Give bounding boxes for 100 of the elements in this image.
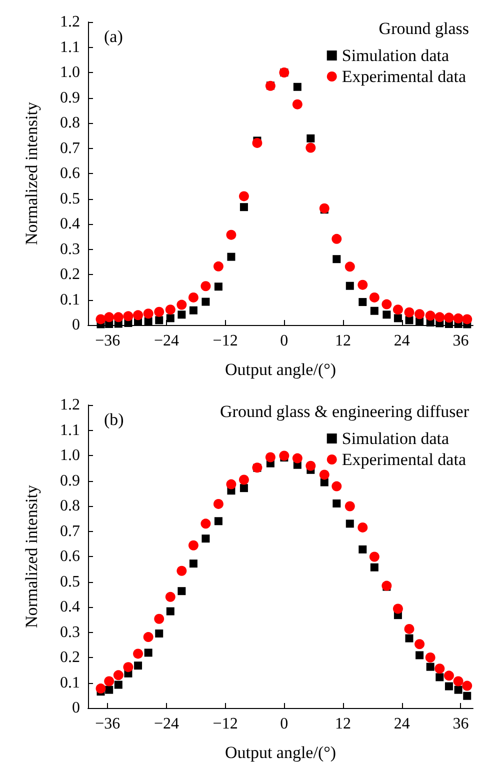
point — [404, 624, 414, 634]
point — [426, 662, 434, 671]
point — [155, 316, 164, 324]
y-axis-title: Normalized intensity — [22, 101, 41, 246]
point — [319, 470, 330, 480]
point — [166, 607, 174, 616]
point — [320, 478, 328, 486]
point — [392, 604, 403, 614]
point — [113, 670, 124, 680]
point — [332, 481, 342, 492]
y-tick-label: 1.2 — [60, 396, 80, 414]
point — [358, 522, 368, 532]
point — [200, 518, 211, 529]
point — [369, 292, 380, 302]
point — [332, 255, 341, 264]
point — [425, 652, 436, 662]
y-tick-label: 0.5 — [60, 190, 80, 208]
point — [344, 501, 355, 512]
y-tick-label: 0.4 — [60, 598, 80, 616]
y-tick-label: 0.3 — [60, 240, 80, 258]
y-tick-label: 0.9 — [60, 89, 80, 106]
point — [434, 312, 445, 322]
point — [306, 134, 315, 142]
x-axis-title: Output angle/(°) — [224, 743, 336, 762]
x-tick-label: −12 — [212, 332, 238, 350]
y-tick-label: 0.2 — [60, 266, 80, 283]
point — [133, 648, 144, 659]
point — [462, 680, 472, 691]
x-tick-label: −24 — [154, 332, 179, 350]
x-tick-label: 36 — [452, 332, 469, 350]
y-tick-label: 1.0 — [60, 447, 80, 464]
point — [463, 692, 472, 700]
point — [96, 684, 106, 694]
point — [265, 452, 276, 462]
point — [306, 460, 316, 471]
x-tick-label: 0 — [280, 332, 288, 350]
y-tick-label: 0.5 — [60, 573, 80, 590]
point — [189, 560, 198, 568]
point — [202, 298, 210, 306]
y-tick-label: 0.4 — [60, 216, 80, 232]
y-axis-title: Normalized intensity — [22, 484, 41, 628]
point — [238, 191, 249, 202]
y-tick-label: 0.8 — [60, 498, 80, 514]
point — [405, 316, 414, 324]
annotation: (b) — [104, 410, 124, 429]
point — [369, 552, 380, 562]
point — [453, 676, 464, 686]
x-tick-label: −36 — [95, 332, 120, 350]
point — [404, 307, 414, 318]
point — [105, 686, 114, 694]
x-tick-label: 24 — [394, 716, 410, 732]
point — [113, 312, 124, 322]
point — [444, 682, 453, 690]
point — [434, 664, 445, 674]
x-tick-label: 36 — [452, 716, 469, 732]
point — [454, 686, 462, 694]
y-tick-label: 1.1 — [60, 38, 80, 56]
point — [227, 252, 236, 261]
point — [240, 203, 248, 212]
point — [394, 314, 402, 322]
point — [436, 673, 444, 682]
point — [202, 534, 210, 543]
point — [213, 498, 224, 509]
point — [188, 292, 198, 302]
point — [358, 545, 367, 554]
x-tick-label: 12 — [335, 716, 352, 732]
legend-label: Experimental data — [342, 67, 466, 86]
point — [444, 312, 454, 323]
point — [214, 282, 222, 291]
y-tick-label: 1.0 — [60, 64, 80, 81]
point — [405, 634, 414, 642]
point — [370, 563, 378, 572]
point — [416, 651, 424, 660]
point — [292, 99, 302, 110]
point — [104, 312, 114, 322]
point — [370, 306, 378, 315]
point — [293, 82, 302, 91]
x-tick-label: −24 — [154, 716, 179, 732]
point — [358, 298, 367, 306]
y-tick-label: 0.7 — [60, 522, 80, 540]
point — [213, 261, 224, 272]
point — [188, 540, 198, 550]
point — [176, 300, 187, 310]
point — [425, 310, 436, 321]
x-tick-label: 12 — [335, 332, 352, 350]
x-axis-title: Output angle/(°) — [224, 360, 336, 379]
point — [358, 280, 368, 290]
legend-title: Ground glass — [378, 19, 470, 38]
point — [240, 484, 248, 492]
legend-label: Experimental data — [342, 450, 466, 469]
y-tick-label: 0.7 — [60, 140, 80, 157]
point — [134, 662, 142, 670]
x-tick-label: 24 — [394, 332, 410, 350]
point — [165, 304, 176, 315]
legend-label: Simulation data — [342, 429, 450, 448]
y-tick-label: 1.1 — [60, 422, 80, 439]
x-tick-label: 0 — [280, 716, 288, 732]
y-tick-label: 0.6 — [60, 165, 80, 182]
point — [319, 203, 330, 214]
point — [382, 310, 391, 319]
